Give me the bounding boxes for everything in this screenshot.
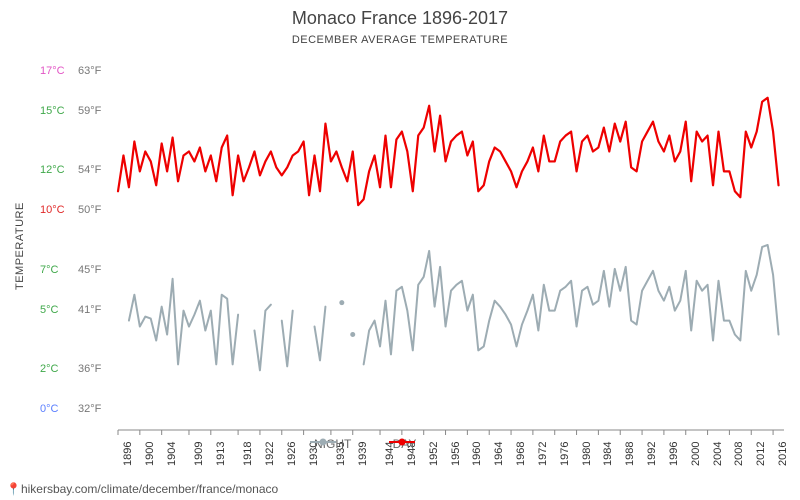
pin-icon: 📍 bbox=[6, 482, 21, 496]
y-tick-fahrenheit: 59°F bbox=[78, 105, 101, 117]
temperature-chart: { "title":{"text":"Monaco France 1896-20… bbox=[0, 0, 800, 500]
y-tick-fahrenheit: 32°F bbox=[78, 403, 101, 415]
x-tick: 1952 bbox=[428, 442, 440, 466]
x-tick: 1926 bbox=[286, 442, 298, 466]
y-tick-fahrenheit: 36°F bbox=[78, 363, 101, 375]
legend-day: DAY bbox=[389, 436, 417, 451]
x-tick: 1900 bbox=[144, 442, 156, 466]
x-tick: 1984 bbox=[602, 442, 614, 466]
y-tick-celsius: 10°C bbox=[40, 204, 65, 216]
x-tick: 1972 bbox=[537, 442, 549, 466]
y-tick-fahrenheit: 63°F bbox=[78, 65, 101, 77]
y-tick-celsius: 12°C bbox=[40, 164, 65, 176]
y-tick-celsius: 0°C bbox=[40, 403, 58, 415]
x-tick: 2012 bbox=[755, 442, 767, 466]
x-tick: 1922 bbox=[264, 442, 276, 466]
x-tick: 1956 bbox=[450, 442, 462, 466]
x-tick: 2016 bbox=[777, 442, 789, 466]
x-tick: 1976 bbox=[559, 442, 571, 466]
x-tick: 1968 bbox=[515, 442, 527, 466]
x-tick: 1960 bbox=[471, 442, 483, 466]
x-tick: 2004 bbox=[712, 442, 724, 466]
plot-area bbox=[0, 0, 800, 500]
x-tick: 1980 bbox=[581, 442, 593, 466]
legend-night: NIGHT bbox=[310, 436, 355, 451]
x-tick: 1904 bbox=[166, 442, 178, 466]
y-tick-celsius: 15°C bbox=[40, 105, 65, 117]
x-tick: 1896 bbox=[122, 442, 134, 466]
x-tick: 1996 bbox=[668, 442, 680, 466]
legend: NIGHT DAY bbox=[310, 436, 416, 451]
x-tick: 1988 bbox=[624, 442, 636, 466]
x-tick: 1909 bbox=[193, 442, 205, 466]
y-tick-celsius: 17°C bbox=[40, 65, 65, 77]
x-tick: 1918 bbox=[242, 442, 254, 466]
x-tick: 2008 bbox=[733, 442, 745, 466]
y-tick-celsius: 2°C bbox=[40, 363, 58, 375]
y-tick-fahrenheit: 41°F bbox=[78, 304, 101, 316]
y-tick-fahrenheit: 54°F bbox=[78, 164, 101, 176]
y-tick-fahrenheit: 50°F bbox=[78, 204, 101, 216]
x-tick: 1964 bbox=[493, 442, 505, 466]
x-tick: 1913 bbox=[215, 442, 227, 466]
source-url: hikersbay.com/climate/december/france/mo… bbox=[21, 482, 278, 496]
y-tick-fahrenheit: 45°F bbox=[78, 264, 101, 276]
x-tick: 2000 bbox=[690, 442, 702, 466]
x-tick: 1992 bbox=[646, 442, 658, 466]
y-tick-celsius: 7°C bbox=[40, 264, 58, 276]
source-footer: 📍hikersbay.com/climate/december/france/m… bbox=[6, 482, 278, 496]
y-tick-celsius: 5°C bbox=[40, 304, 58, 316]
